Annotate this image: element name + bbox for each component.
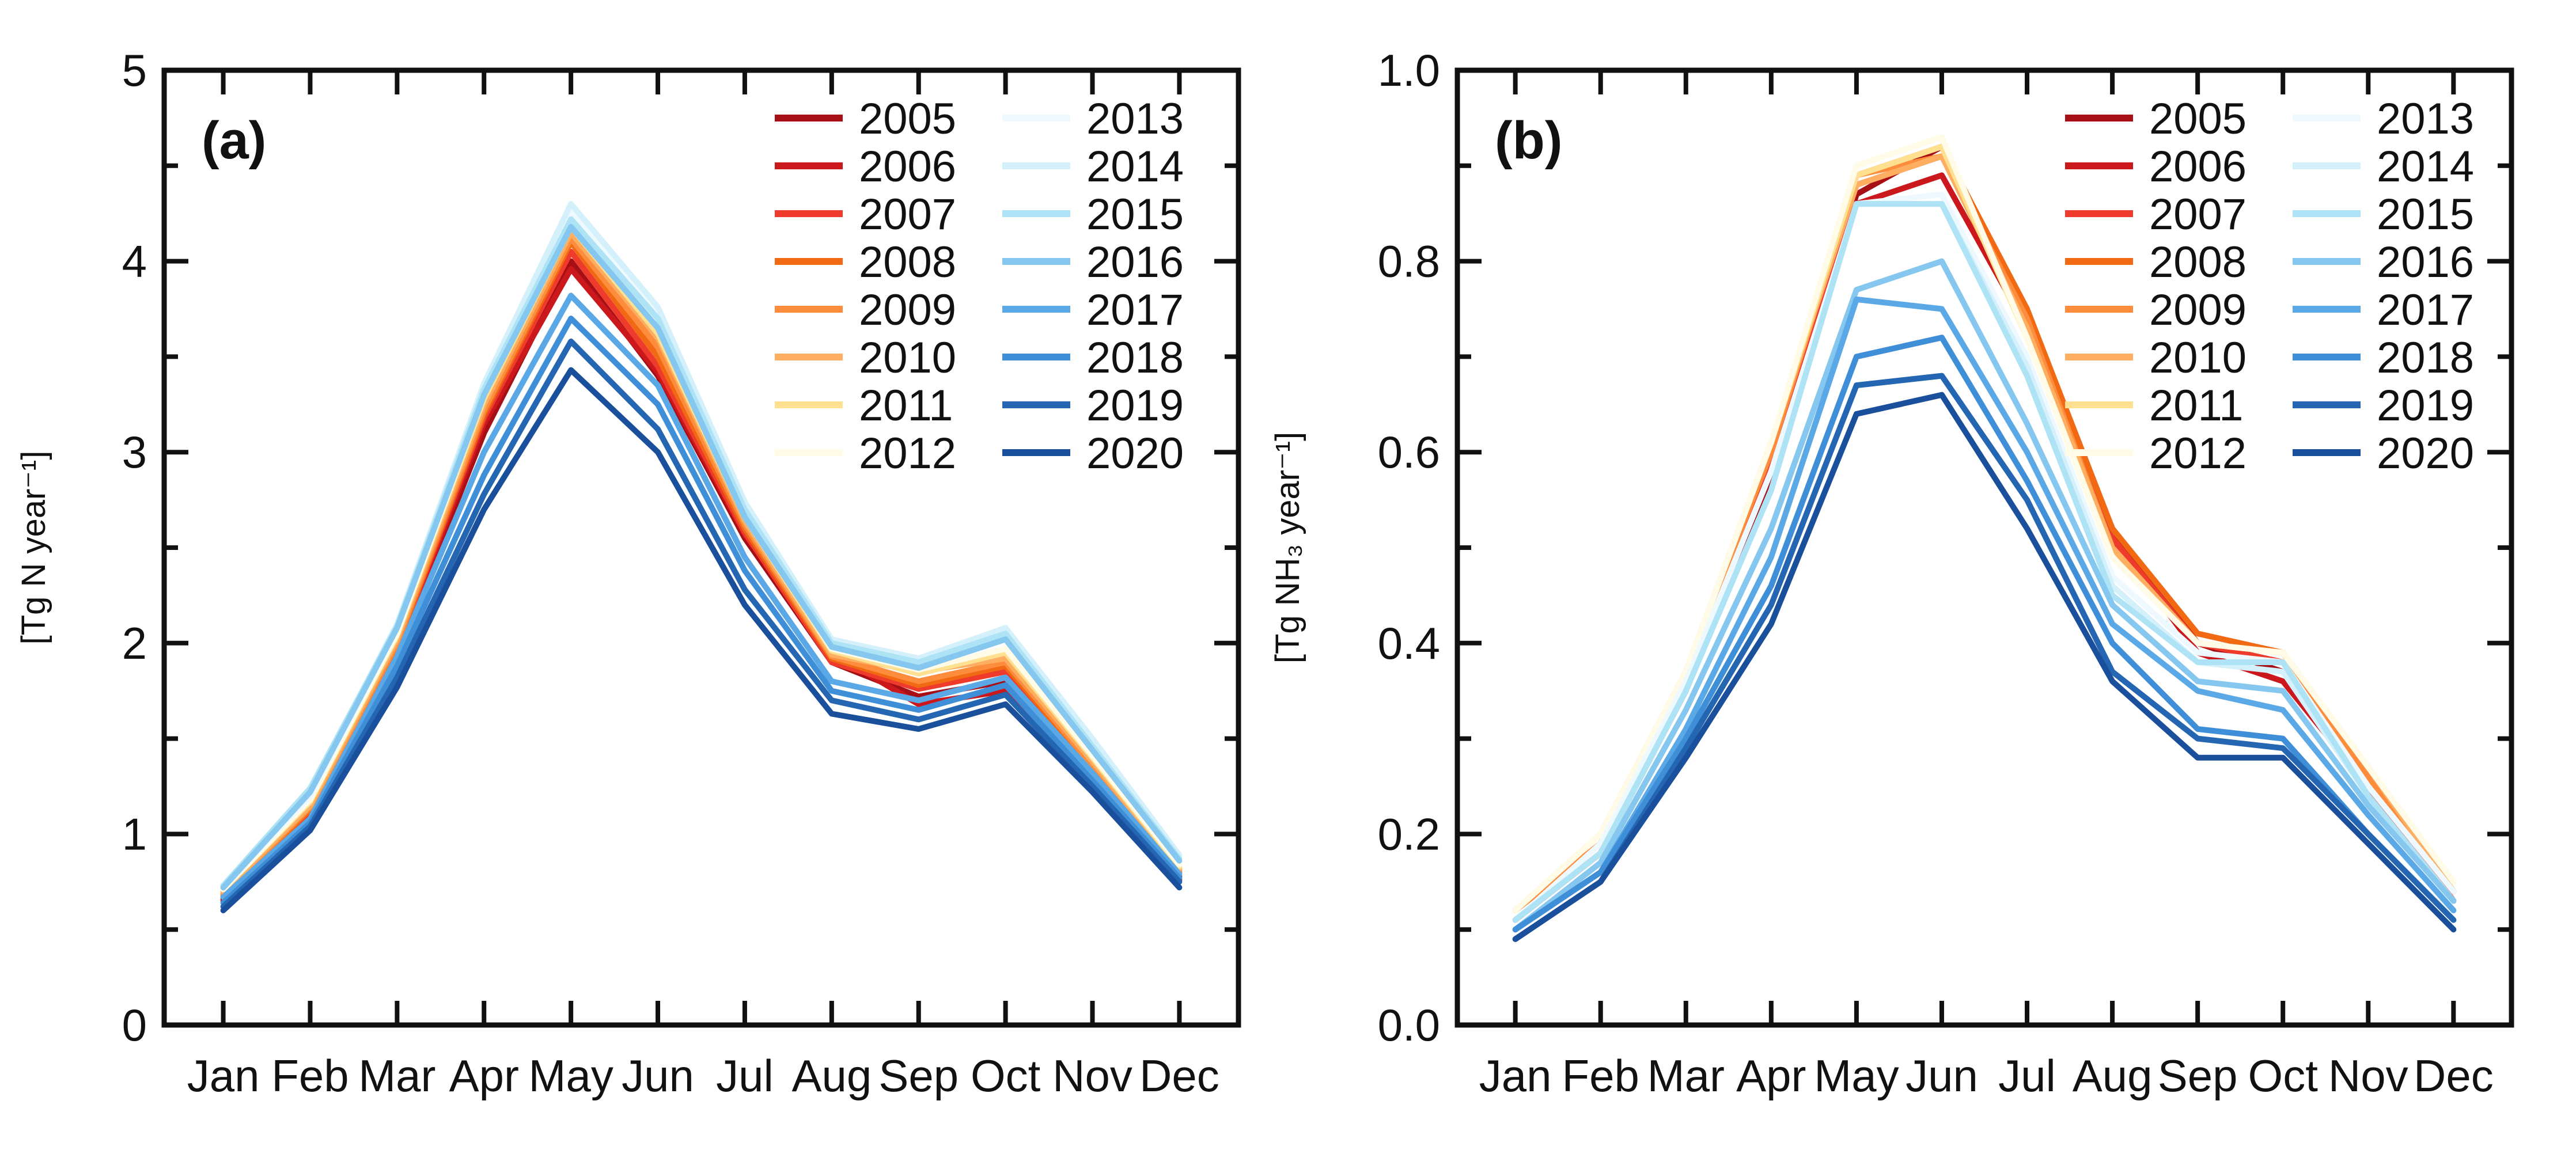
legend-label: 2015 [2377,190,2474,239]
legend-label: 2013 [2377,94,2474,143]
series-line-2019 [220,338,1183,910]
series-line-2018 [1512,335,2457,933]
y-tick-label: 0.4 [1378,618,1440,669]
y-tick-label: 2 [122,618,147,669]
x-tick-label: May [1814,1050,1899,1101]
x-tick-label: Nov [1052,1050,1132,1101]
legend-label: 2005 [859,94,956,143]
series-line-2007 [220,249,1183,900]
legend-label: 2006 [2149,142,2247,191]
x-tick-label: Mar [358,1050,435,1101]
series-line-2019 [1512,373,2457,942]
series-line-2010 [220,229,1183,894]
legend-label: 2015 [1086,190,1184,239]
x-tick-label: Sep [2158,1050,2238,1101]
legend-label: 2008 [2149,238,2247,287]
x-tick-label: Oct [971,1050,1041,1101]
legend-label: 2012 [2149,429,2247,478]
series-line-2009 [220,235,1183,897]
series-line-2020 [1512,392,2457,942]
x-tick-label: Aug [791,1050,872,1101]
legend-label: 2019 [2377,381,2474,430]
series-line-2015 [220,216,1183,889]
y-axis-label: [Tg N year⁻¹] [15,451,52,645]
x-tick-label: Jun [622,1050,694,1101]
legend-label: 2018 [2377,333,2474,382]
x-tick-label: Dec [1139,1050,1219,1101]
panel-b: 0.0 0.2 0.4 0.6 0.8 1.0 Jan Feb Mar Apr May Jun Jul A… [1269,45,2514,1101]
legend-label: 2018 [1086,333,1184,382]
x-tick-label: Jan [187,1050,260,1101]
series-line-2016 [220,223,1183,891]
legend-label: 2013 [1086,94,1184,143]
legend-label: 2007 [2149,190,2247,239]
legend-label: 2011 [2149,381,2243,430]
legend-label: 2006 [859,142,956,191]
x-tick-label: Feb [1562,1050,1639,1101]
legend-label: 2019 [1086,381,1184,430]
legend-label: 2017 [1086,286,1184,335]
x-tick-label: Apr [449,1050,519,1101]
x-tick-label: Nov [2328,1050,2408,1101]
series-line-2013 [220,208,1183,891]
x-tick-label: Jun [1906,1050,1978,1101]
legend-label: 2014 [1086,142,1184,191]
y-tick-label: 0.0 [1378,1000,1440,1050]
legend-label: 2008 [859,238,956,287]
y-tick-label: 0.6 [1378,427,1440,477]
legend-label: 2010 [859,333,956,382]
y-tick-label: 0.2 [1378,808,1440,859]
x-tick-label: Feb [271,1050,348,1101]
x-tick-label: Dec [2414,1050,2494,1101]
series-line-2017 [1512,296,2457,933]
legend-label: 2011 [859,381,953,430]
x-tick-label: Apr [1736,1050,1806,1101]
y-tick-label: 4 [122,236,147,287]
y-tick-label: 1 [122,808,147,859]
panel-tag: (a) [202,111,266,170]
panel-a: 0 1 2 3 4 5 Jan Feb Mar Apr May Jun Jul Aug Sep Oct Nov D… [15,45,1241,1101]
series-line-2020 [220,367,1183,913]
x-tick-label: Mar [1647,1050,1725,1101]
y-tick-label: 0.8 [1378,236,1440,287]
plot-frame [161,67,1241,1028]
series-line-2006 [220,265,1183,904]
series-line-2018 [220,316,1183,906]
x-tick-label: Jul [1998,1050,2056,1101]
legend-label: 2017 [2377,286,2474,335]
x-tick-label: May [528,1050,613,1101]
legend-label: 2014 [2377,142,2474,191]
legend-label: 2005 [2149,94,2247,143]
series-line-2011 [220,223,1183,893]
legend-label: 2009 [859,286,956,335]
x-tick-label: Aug [2073,1050,2153,1101]
y-tick-label: 1.0 [1378,45,1440,96]
y-tick-label: 5 [122,45,147,96]
legend-label: 2020 [1086,429,1184,478]
legend-label: 2012 [859,429,956,478]
legend-label: 2016 [1086,238,1184,287]
x-tick-label: Jan [1479,1050,1552,1101]
series-line-2013 [1512,191,2457,923]
legend-label: 2020 [2377,429,2474,478]
y-axis-label: [Tg NH₃ year⁻¹] [1269,432,1306,663]
series-line-2008 [220,239,1183,898]
series-line-2015 [1512,201,2457,923]
series-line-2012 [1512,134,2457,913]
legend-label: 2010 [2149,333,2247,382]
y-tick-label: 3 [122,427,147,477]
x-tick-label: Jul [716,1050,774,1101]
legend-label: 2009 [2149,286,2247,335]
legend-label: 2016 [2377,238,2474,287]
y-tick-label: 0 [122,1000,147,1050]
series-line-2017 [220,293,1183,900]
x-tick-label: Oct [2248,1050,2319,1101]
x-tick-label: Sep [878,1050,959,1101]
series-line-2012 [220,220,1183,893]
panel-tag: (b) [1495,111,1562,170]
legend-label: 2007 [859,190,956,239]
series-line-2016 [1512,258,2457,933]
